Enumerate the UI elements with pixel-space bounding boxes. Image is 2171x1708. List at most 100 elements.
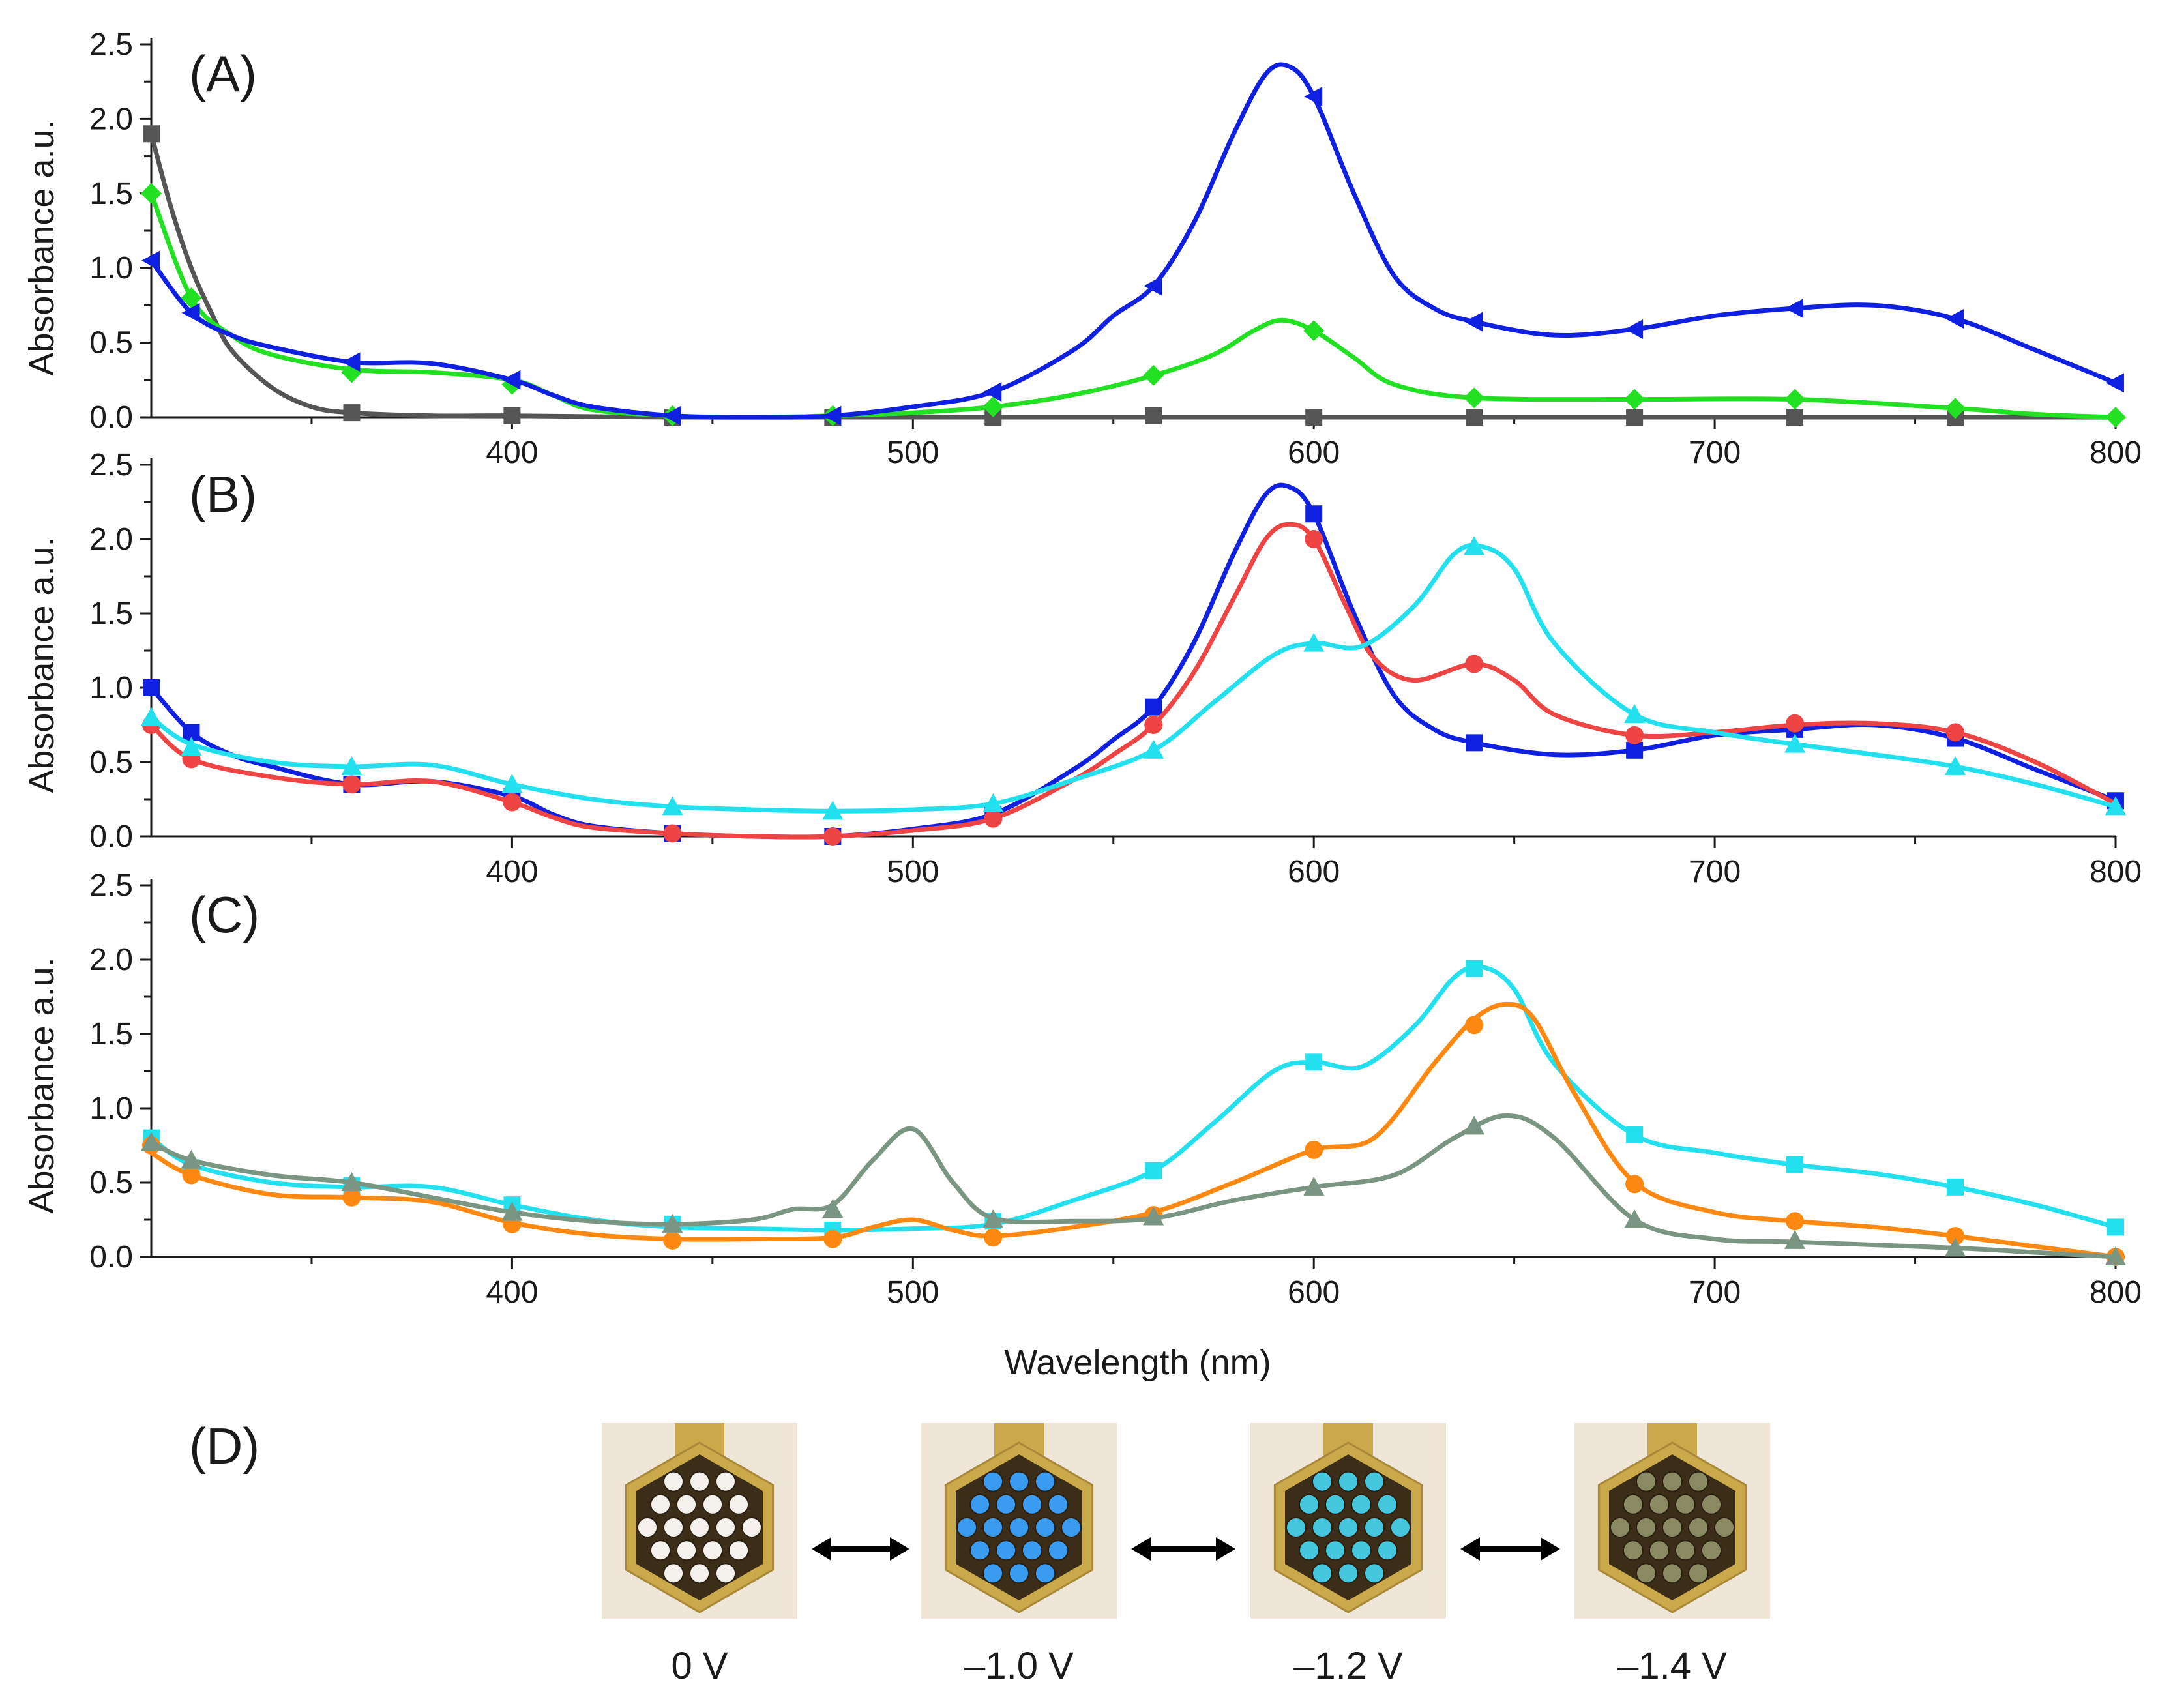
device-photo-2 bbox=[1250, 1423, 1446, 1619]
series-line-B-cyan bbox=[149, 542, 2118, 814]
x-tick-label-b-2: 600 bbox=[1288, 855, 1340, 889]
data-point-C-gray-11 bbox=[1784, 1229, 1806, 1249]
device-pixel bbox=[1377, 1540, 1398, 1561]
data-point-A-blue-12 bbox=[1945, 308, 1964, 329]
x-tick-label-a-1: 500 bbox=[887, 435, 939, 470]
x-tick-label-a-2: 600 bbox=[1288, 435, 1340, 470]
data-point-B-cyan-9 bbox=[1464, 536, 1485, 555]
data-point-C-gray-13 bbox=[2105, 1246, 2126, 1265]
device-pixel bbox=[689, 1563, 710, 1584]
y-tick-label-b-3: 1.5 bbox=[89, 596, 133, 631]
data-point-A-green-0 bbox=[141, 183, 162, 204]
y-axis-title-a: Absorbance a.u. bbox=[22, 119, 61, 375]
data-point-A-gray-8 bbox=[1466, 409, 1483, 426]
data-point-C-cyan-12 bbox=[1947, 1178, 1964, 1196]
device-pixel bbox=[1299, 1540, 1320, 1561]
x-tick-label-a-0: 400 bbox=[486, 435, 538, 470]
device-pixel bbox=[1312, 1517, 1333, 1538]
device-pixel bbox=[1286, 1517, 1307, 1538]
device-pixel bbox=[728, 1494, 749, 1515]
device-pixel bbox=[1390, 1517, 1411, 1538]
y-tick-label-a-2: 1.0 bbox=[89, 251, 133, 286]
arrow-head-left bbox=[812, 1537, 831, 1561]
device-pixel bbox=[1338, 1563, 1359, 1584]
panel-d: (D) 0 V –1.0 V –1.2 V –1.4 V bbox=[189, 1417, 1770, 1687]
y-axis-title-b: Absorbance a.u. bbox=[22, 537, 61, 793]
double-arrow-icon-2 bbox=[1460, 1537, 1560, 1561]
device-pixel bbox=[1636, 1517, 1657, 1538]
data-point-A-green-11 bbox=[1784, 389, 1806, 410]
data-point-C-orange-6 bbox=[984, 1228, 1003, 1247]
data-point-A-green-8 bbox=[1303, 320, 1325, 342]
device-pixel bbox=[637, 1517, 658, 1538]
data-point-B-cyan-5 bbox=[822, 801, 844, 820]
data-point-C-gray-2 bbox=[341, 1172, 362, 1191]
device-pixel bbox=[1714, 1517, 1735, 1538]
data-point-C-gray-5 bbox=[822, 1199, 844, 1218]
data-point-A-green-9 bbox=[1464, 387, 1485, 409]
device-pixel bbox=[982, 1563, 1003, 1584]
device-pixel bbox=[996, 1540, 1016, 1561]
panel-label-b: (B) bbox=[189, 465, 257, 523]
device-pixel bbox=[1312, 1563, 1333, 1584]
data-point-A-green-12 bbox=[1945, 398, 1966, 419]
device-pixel bbox=[982, 1471, 1003, 1492]
arrow-head-right bbox=[1216, 1537, 1235, 1561]
data-point-B-blue-8 bbox=[1305, 505, 1323, 523]
device-pixel bbox=[1009, 1471, 1029, 1492]
device-pixel bbox=[1351, 1540, 1372, 1561]
data-point-A-blue-11 bbox=[1785, 298, 1804, 318]
device-pixel bbox=[663, 1563, 684, 1584]
x-tick-label-b-1: 500 bbox=[887, 855, 939, 889]
device-pixel bbox=[1688, 1517, 1709, 1538]
device-pixel bbox=[1299, 1494, 1320, 1515]
y-tick-label-b-5: 2.5 bbox=[89, 448, 133, 482]
arrow-head-right bbox=[1541, 1537, 1560, 1561]
device-pixel bbox=[1048, 1540, 1069, 1561]
y-tick-label-a-3: 1.5 bbox=[89, 177, 133, 211]
x-tick-label-c-2: 600 bbox=[1288, 1275, 1340, 1310]
data-point-A-blue-2 bbox=[342, 352, 361, 372]
device-pixel bbox=[1662, 1563, 1683, 1584]
series-B-red bbox=[142, 522, 2118, 846]
voltage-label-1: –1.0 V bbox=[964, 1645, 1074, 1687]
data-point-A-blue-3 bbox=[502, 370, 521, 390]
chart-panel-b: (B) Absorbance a.u. 400 500 600 700 800 0.0 0.… bbox=[22, 448, 2142, 889]
y-tick-label-a-1: 0.5 bbox=[89, 326, 133, 361]
data-point-B-cyan-7 bbox=[1143, 739, 1164, 759]
data-point-B-red-4 bbox=[663, 824, 682, 843]
data-point-C-gray-3 bbox=[501, 1201, 523, 1221]
device-pixel bbox=[1364, 1563, 1385, 1584]
data-point-B-red-3 bbox=[503, 793, 522, 812]
data-point-C-cyan-11 bbox=[1786, 1156, 1804, 1173]
data-point-B-blue-0 bbox=[143, 679, 160, 696]
device-pixel bbox=[1048, 1494, 1069, 1515]
data-point-C-gray-1 bbox=[181, 1149, 202, 1169]
device-pixel bbox=[676, 1540, 697, 1561]
device-pixel bbox=[982, 1517, 1003, 1538]
data-point-C-gray-7 bbox=[1143, 1206, 1164, 1226]
data-point-C-orange-4 bbox=[663, 1231, 682, 1250]
device-pixel bbox=[1701, 1540, 1722, 1561]
data-point-B-red-11 bbox=[1786, 714, 1805, 733]
device-pixel bbox=[1636, 1471, 1657, 1492]
device-pixel bbox=[728, 1540, 749, 1561]
device-pixel bbox=[1688, 1471, 1709, 1492]
series-C-orange bbox=[142, 1001, 2125, 1266]
data-point-C-orange-9 bbox=[1465, 1016, 1484, 1035]
device-pixel bbox=[1009, 1517, 1029, 1538]
panel-label-d: (D) bbox=[189, 1417, 259, 1475]
data-point-B-red-12 bbox=[1946, 723, 1965, 742]
series-B-blue bbox=[143, 482, 2124, 845]
data-point-B-red-10 bbox=[1625, 726, 1644, 744]
data-point-B-cyan-0 bbox=[141, 707, 162, 726]
x-axis-title: Wavelength (nm) bbox=[1004, 1343, 1271, 1382]
data-point-A-green-7 bbox=[1143, 364, 1164, 386]
switch-arrows bbox=[812, 1537, 1560, 1561]
data-point-B-red-9 bbox=[1465, 655, 1484, 673]
device-pixel bbox=[969, 1494, 990, 1515]
data-point-C-orange-12 bbox=[1946, 1227, 1965, 1246]
device-pixel bbox=[1022, 1540, 1042, 1561]
device-pixel bbox=[1035, 1517, 1056, 1538]
